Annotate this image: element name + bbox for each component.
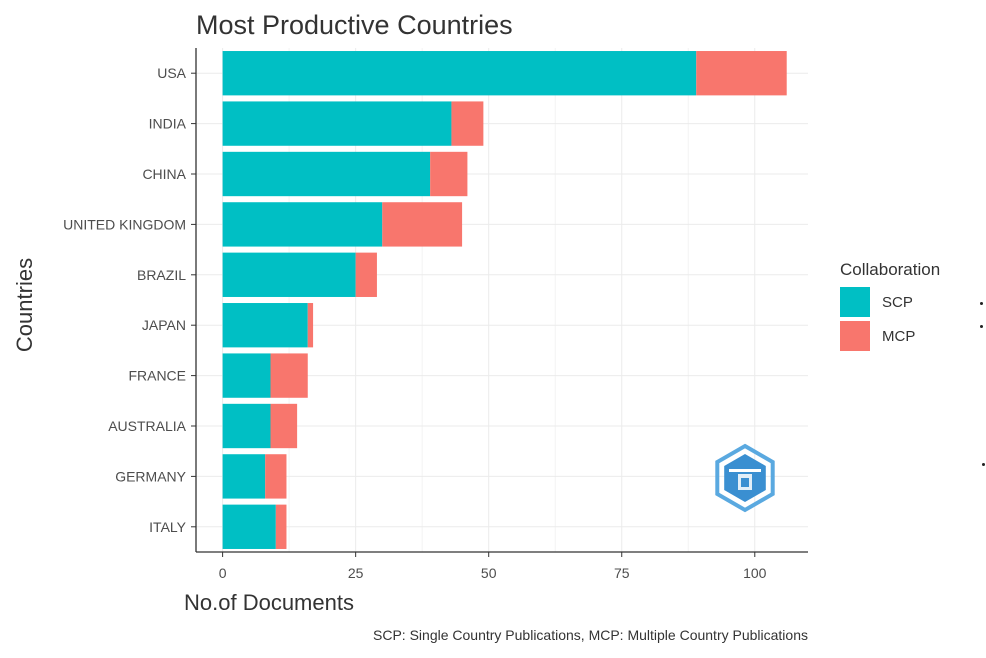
x-tick-label: 0 xyxy=(219,565,227,581)
bar-scp-united-kingdom xyxy=(222,202,383,247)
legend-title: Collaboration xyxy=(840,260,940,279)
stray-dot xyxy=(980,302,983,305)
y-tick-label: USA xyxy=(157,65,186,81)
stray-dot xyxy=(980,325,983,328)
y-tick-label: UNITED KINGDOM xyxy=(63,216,186,232)
x-tick-label: 75 xyxy=(614,565,630,581)
hexagon-logo-icon xyxy=(715,443,775,513)
y-tick-label: CHINA xyxy=(142,166,186,182)
bar-scp-japan xyxy=(222,303,308,348)
x-tick-label: 25 xyxy=(348,565,364,581)
stray-dot xyxy=(982,463,985,466)
axis-labels: USA INDIA CHINA UNITED KINGDOM BRAZIL JAPAN FR… xyxy=(63,65,767,581)
chart-title: Most Productive Countries xyxy=(196,10,513,40)
y-tick-label: ITALY xyxy=(149,519,186,535)
bar-scp-india xyxy=(222,101,452,146)
legend-label-mcp: MCP xyxy=(882,328,915,345)
legend-label-scp: SCP xyxy=(882,294,913,311)
bar-scp-australia xyxy=(222,403,271,449)
bar-scp-italy xyxy=(222,504,276,549)
bar-scp-china xyxy=(222,151,431,197)
y-tick-label: JAPAN xyxy=(142,317,186,333)
y-tick-label: INDIA xyxy=(149,116,187,132)
bar-mcp-germany xyxy=(265,454,287,499)
bar-mcp-usa xyxy=(696,51,787,96)
chart-caption: SCP: Single Country Publications, MCP: M… xyxy=(373,627,808,643)
x-axis-label: No.of Documents xyxy=(184,590,354,615)
y-tick-label: AUSTRALIA xyxy=(108,418,186,434)
x-tick-label: 100 xyxy=(743,565,767,581)
bar-mcp-france xyxy=(270,353,308,398)
legend: Collaboration SCP MCP xyxy=(840,260,940,351)
bar-mcp-japan xyxy=(307,303,314,348)
bar-mcp-italy xyxy=(275,504,287,549)
bar-mcp-india xyxy=(451,101,484,146)
axes xyxy=(191,48,808,557)
x-tick-label: 50 xyxy=(481,565,497,581)
y-tick-label: FRANCE xyxy=(128,368,186,384)
bar-mcp-australia xyxy=(270,403,298,449)
bars xyxy=(222,51,787,549)
y-tick-label: GERMANY xyxy=(115,468,186,484)
legend-swatch-scp xyxy=(840,287,870,317)
bar-scp-france xyxy=(222,353,271,398)
y-tick-label: BRAZIL xyxy=(137,267,186,283)
bar-mcp-china xyxy=(430,151,468,197)
y-axis-label: Countries xyxy=(12,258,37,352)
bar-scp-brazil xyxy=(222,252,356,297)
legend-swatch-mcp xyxy=(840,321,870,351)
bar-mcp-brazil xyxy=(355,252,377,297)
bar-scp-germany xyxy=(222,454,266,499)
bar-scp-usa xyxy=(222,51,697,96)
bar-mcp-united-kingdom xyxy=(382,202,463,247)
